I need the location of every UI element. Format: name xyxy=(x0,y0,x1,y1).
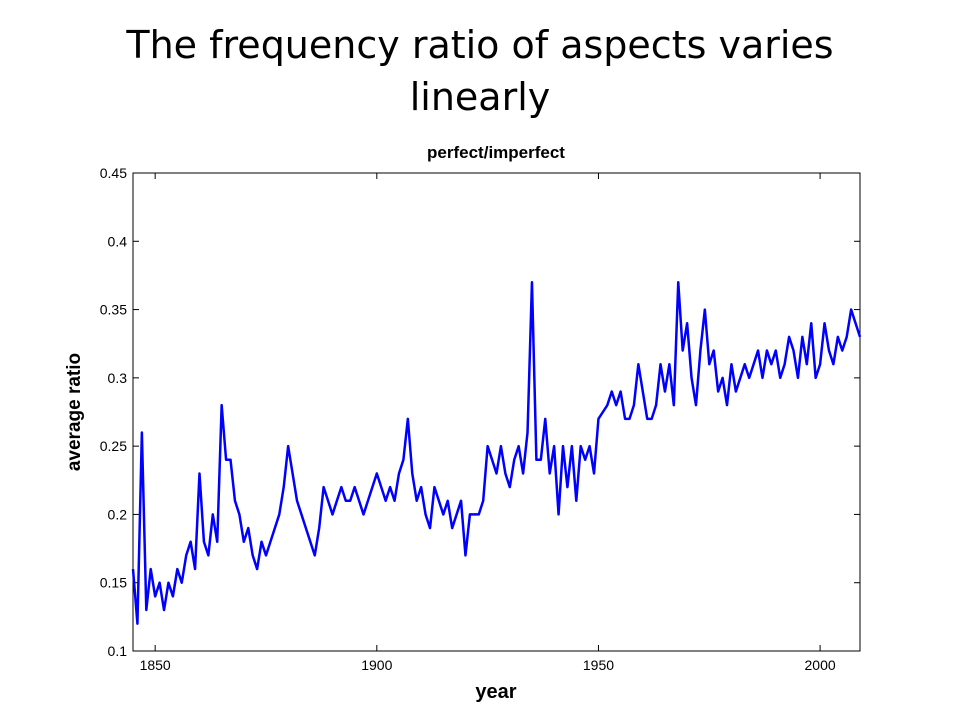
y-tick-label: 0.4 xyxy=(108,233,128,249)
x-tick-label: 2000 xyxy=(805,657,836,673)
y-tick-label: 0.45 xyxy=(100,165,127,181)
y-tick-label: 0.35 xyxy=(100,302,127,318)
x-tick-label: 1850 xyxy=(140,657,171,673)
x-tick-label: 1900 xyxy=(361,657,392,673)
y-tick-label: 0.2 xyxy=(108,506,128,522)
chart-title: perfect/imperfect xyxy=(427,143,565,162)
x-axis-label: year xyxy=(475,681,516,703)
y-tick-label: 0.1 xyxy=(108,643,128,659)
y-tick-label: 0.15 xyxy=(100,575,127,591)
slide-title: The frequency ratio of aspects varies lin… xyxy=(125,23,833,119)
plot-frame xyxy=(132,172,861,652)
y-axis-label: average ratio xyxy=(64,353,85,471)
data-line xyxy=(131,281,862,625)
x-tick-label: 1950 xyxy=(583,657,614,673)
slide-title-line: linearly xyxy=(410,75,551,119)
y-tick-label: 0.3 xyxy=(108,370,128,386)
y-tick-label: 0.25 xyxy=(100,438,127,454)
slide-title-line: The frequency ratio of aspects varies xyxy=(125,23,833,67)
